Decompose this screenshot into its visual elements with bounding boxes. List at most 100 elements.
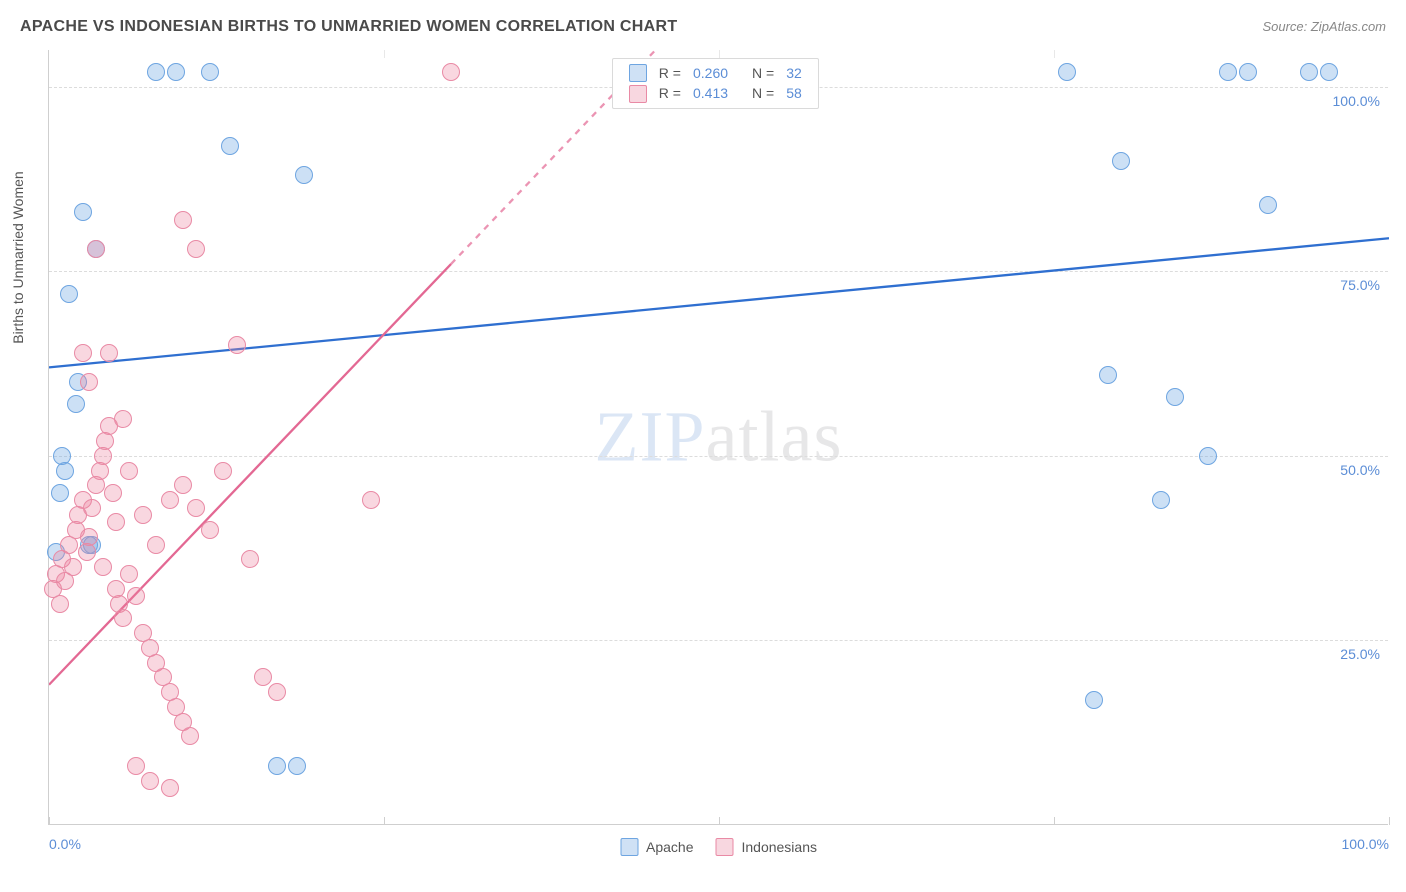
- data-point-indonesians: [107, 580, 125, 598]
- data-point-apache: [1058, 63, 1076, 81]
- data-point-indonesians: [174, 211, 192, 229]
- x-tick: [49, 817, 50, 825]
- data-point-indonesians: [104, 484, 122, 502]
- gridline: [49, 271, 1388, 272]
- x-tick: [384, 817, 385, 825]
- data-point-apache: [1199, 447, 1217, 465]
- x-tick: [719, 50, 720, 58]
- data-point-indonesians: [362, 491, 380, 509]
- series-legend: Apache Indonesians: [620, 838, 817, 856]
- data-point-indonesians: [187, 499, 205, 517]
- gridline: [49, 640, 1388, 641]
- data-point-apache: [1112, 152, 1130, 170]
- legend-n-label: N =: [746, 83, 780, 103]
- data-point-indonesians: [161, 779, 179, 797]
- data-point-indonesians: [141, 772, 159, 790]
- chart-title: APACHE VS INDONESIAN BIRTHS TO UNMARRIED…: [20, 18, 677, 36]
- data-point-apache: [1219, 63, 1237, 81]
- legend-r-value: 0.413: [687, 83, 734, 103]
- data-point-apache: [147, 63, 165, 81]
- data-point-apache: [295, 166, 313, 184]
- data-point-indonesians: [268, 683, 286, 701]
- trend-line-indonesians: [49, 264, 451, 685]
- data-point-apache: [1300, 63, 1318, 81]
- data-point-indonesians: [214, 462, 232, 480]
- data-point-indonesians: [254, 668, 272, 686]
- data-point-indonesians: [201, 521, 219, 539]
- data-point-apache: [268, 757, 286, 775]
- data-point-apache: [1239, 63, 1257, 81]
- scatter-plot-area: ZIPatlas 25.0%50.0%75.0%100.0%0.0%100.0%…: [48, 50, 1388, 825]
- data-point-indonesians: [107, 513, 125, 531]
- y-axis-title: Births to Unmarried Women: [10, 171, 26, 343]
- data-point-apache: [74, 203, 92, 221]
- watermark-atlas: atlas: [706, 397, 843, 477]
- data-point-apache: [167, 63, 185, 81]
- legend-n-label: N =: [746, 63, 780, 83]
- legend-r-value: 0.260: [687, 63, 734, 83]
- data-point-indonesians: [80, 373, 98, 391]
- data-point-indonesians: [127, 757, 145, 775]
- watermark-zip: ZIP: [595, 397, 706, 477]
- trend-line-apache: [49, 238, 1389, 367]
- data-point-indonesians: [181, 727, 199, 745]
- legend-swatch: [629, 85, 647, 103]
- data-point-indonesians: [94, 558, 112, 576]
- data-point-indonesians: [127, 587, 145, 605]
- legend-item-apache: Apache: [620, 838, 693, 856]
- data-point-indonesians: [83, 499, 101, 517]
- x-tick: [1054, 817, 1055, 825]
- data-point-apache: [1166, 388, 1184, 406]
- data-point-apache: [1099, 366, 1117, 384]
- data-point-indonesians: [51, 595, 69, 613]
- data-point-indonesians: [120, 462, 138, 480]
- data-point-indonesians: [120, 565, 138, 583]
- data-point-indonesians: [74, 344, 92, 362]
- legend-label: Indonesians: [741, 839, 817, 855]
- data-point-indonesians: [147, 536, 165, 554]
- source-attribution: Source: ZipAtlas.com: [1262, 19, 1386, 34]
- legend-swatch: [629, 64, 647, 82]
- data-point-apache: [1259, 196, 1277, 214]
- data-point-apache: [221, 137, 239, 155]
- data-point-apache: [67, 395, 85, 413]
- data-point-apache: [60, 285, 78, 303]
- x-tick: [1389, 817, 1390, 825]
- data-point-indonesians: [114, 410, 132, 428]
- data-point-indonesians: [80, 528, 98, 546]
- x-tick: [1054, 50, 1055, 58]
- data-point-indonesians: [442, 63, 460, 81]
- data-point-indonesians: [114, 609, 132, 627]
- data-point-indonesians: [64, 558, 82, 576]
- data-point-apache: [56, 462, 74, 480]
- x-tick-label: 0.0%: [49, 836, 81, 852]
- data-point-indonesians: [100, 344, 118, 362]
- stats-legend: R = 0.260N = 32R = 0.413N = 58: [612, 58, 819, 109]
- gridline: [49, 456, 1388, 457]
- legend-swatch: [715, 838, 733, 856]
- legend-label: Apache: [646, 839, 693, 855]
- x-tick: [384, 50, 385, 58]
- data-point-apache: [51, 484, 69, 502]
- data-point-apache: [1152, 491, 1170, 509]
- data-point-indonesians: [174, 476, 192, 494]
- x-tick-label: 100.0%: [1342, 836, 1389, 852]
- data-point-indonesians: [134, 506, 152, 524]
- chart-header: APACHE VS INDONESIAN BIRTHS TO UNMARRIED…: [20, 18, 1386, 36]
- y-tick-label: 100.0%: [1333, 93, 1380, 109]
- data-point-indonesians: [87, 240, 105, 258]
- data-point-indonesians: [161, 491, 179, 509]
- y-tick-label: 25.0%: [1340, 646, 1380, 662]
- data-point-indonesians: [241, 550, 259, 568]
- data-point-apache: [201, 63, 219, 81]
- data-point-apache: [1085, 691, 1103, 709]
- data-point-indonesians: [187, 240, 205, 258]
- watermark: ZIPatlas: [595, 396, 843, 479]
- data-point-indonesians: [228, 336, 246, 354]
- legend-n-value: 58: [780, 83, 808, 103]
- legend-r-label: R =: [653, 63, 687, 83]
- legend-item-indonesians: Indonesians: [715, 838, 817, 856]
- x-tick: [719, 817, 720, 825]
- y-tick-label: 75.0%: [1340, 277, 1380, 293]
- data-point-apache: [288, 757, 306, 775]
